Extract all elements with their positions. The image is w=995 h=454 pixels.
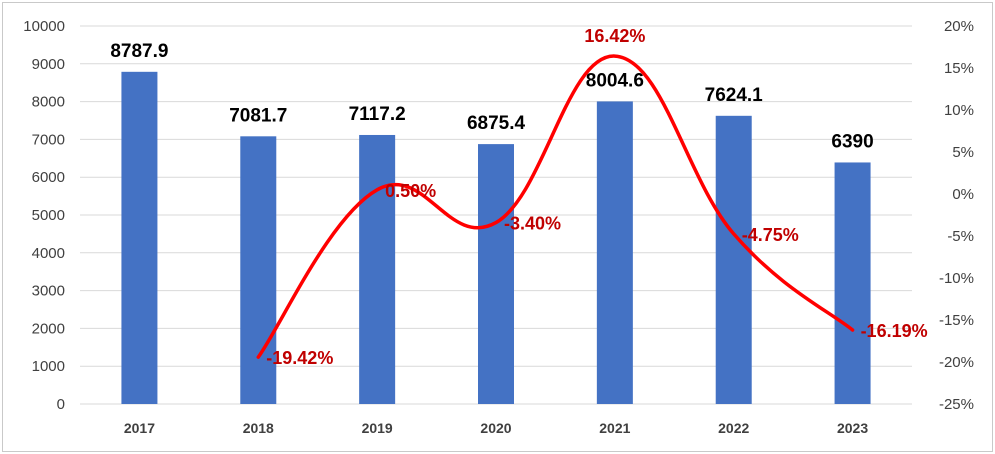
bar [715,115,752,404]
left-tick-label: 10000 [23,18,65,35]
x-tick-label: 2017 [124,420,155,436]
left-tick-label: 3000 [32,283,65,300]
right-tick-label: -25% [939,396,974,413]
line-value-label: -19.42% [266,348,333,368]
right-tick-label: 0% [952,186,974,203]
right-tick-label: 10% [944,102,974,119]
bar [121,71,158,404]
line-value-label: 16.42% [584,26,645,46]
line-data-labels: -19.42% 0.50% -3.40% 16.42% -4.75% -16.19% [266,26,927,368]
left-tick-label: 7000 [32,131,65,148]
bar [596,101,633,404]
bar-value-label: 8004.6 [586,70,644,91]
line-value-label: 0.50% [385,181,436,201]
bar [834,162,871,404]
bar-series [121,71,871,405]
right-tick-label: -5% [947,228,974,245]
bar-value-label: 7624.1 [705,85,764,106]
bar-data-labels: 8787.9 7081.7 7117.2 6875.4 8004.6 7624.1 6390 [110,41,873,153]
line-value-label: -3.40% [504,214,561,234]
right-tick-label: -20% [939,354,974,371]
x-tick-label: 2019 [362,420,393,436]
x-tick-label: 2020 [480,420,511,436]
left-tick-label: 4000 [32,245,65,262]
x-tick-label: 2023 [837,420,868,436]
left-tick-label: 5000 [32,207,65,224]
bar-value-label: 7117.2 [349,104,406,125]
left-tick-label: 2000 [32,320,65,337]
bar [240,136,277,404]
x-tick-label: 2018 [243,420,274,436]
bar-value-label: 8787.9 [110,41,168,62]
left-axis-ticks: 0 1000 2000 3000 4000 5000 6000 7000 8000 9000 100… [23,18,65,413]
left-tick-label: 9000 [32,56,65,73]
bar-value-label: 6875.4 [467,113,526,134]
line-value-label: -16.19% [861,321,928,341]
bar [359,134,396,404]
right-tick-label: 5% [952,144,974,161]
right-axis-ticks: -25% -20% -15% -10% -5% 0% 5% 10% 15% 20% [939,18,974,413]
left-tick-label: 0 [57,396,65,413]
bar-value-label: 6390 [831,131,873,152]
growth-line [256,54,855,359]
bar-value-label: 7081.7 [229,105,287,126]
growth-line-series [256,54,855,359]
right-tick-label: 15% [944,60,974,77]
gridlines [80,25,912,405]
x-tick-label: 2021 [599,420,630,436]
x-axis-ticks: 2017 2018 2019 2020 2021 2022 2023 [124,420,869,436]
line-value-label: -4.75% [742,225,799,245]
bar [478,144,514,405]
right-tick-label: -15% [939,312,974,329]
left-tick-label: 6000 [32,169,65,186]
left-tick-label: 1000 [32,358,65,375]
right-tick-label: -10% [939,270,974,287]
left-tick-label: 8000 [32,94,65,111]
right-tick-label: 20% [944,18,974,35]
x-tick-label: 2022 [718,420,749,436]
